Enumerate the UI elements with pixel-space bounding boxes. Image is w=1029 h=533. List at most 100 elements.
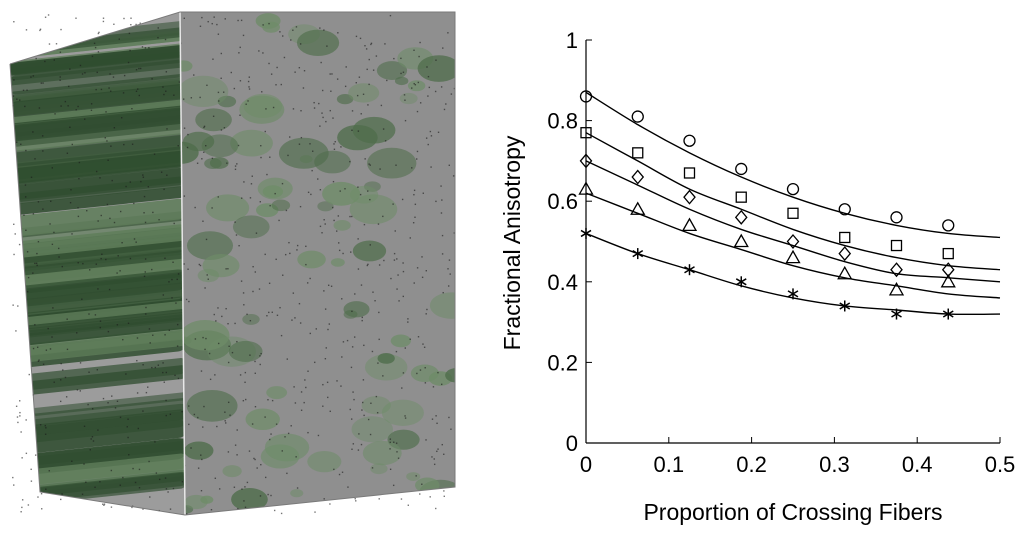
noise-dot: [382, 375, 384, 377]
fiber-end: [370, 463, 388, 475]
noise-dot: [322, 116, 324, 119]
noise-dot: [151, 366, 153, 369]
fiber: [10, 84, 185, 119]
noise-dot: [402, 372, 405, 374]
noise-dot: [317, 434, 320, 437]
noise-dot: [276, 66, 278, 69]
noise-dot: [413, 282, 415, 284]
noise-dot: [300, 136, 303, 139]
noise-dot: [292, 108, 295, 110]
noise-dot: [280, 334, 283, 337]
noise-dot: [145, 306, 147, 309]
noise-dot: [204, 348, 206, 351]
noise-dot: [133, 202, 135, 205]
noise-dot: [17, 305, 19, 307]
noise-dot: [84, 118, 86, 120]
noise-dot: [393, 441, 395, 443]
noise-dot: [276, 314, 279, 317]
noise-dot: [110, 90, 112, 92]
noise-dot: [163, 381, 165, 383]
noise-dot: [36, 346, 39, 348]
noise-dot: [176, 278, 178, 281]
data-point-diamond: [579, 153, 593, 169]
fiber-end: [296, 29, 340, 56]
noise-dot: [295, 456, 297, 458]
noise-dot: [317, 178, 319, 180]
fiber-end: [367, 147, 417, 179]
noise-dot: [177, 144, 179, 147]
noise-dot: [379, 168, 381, 170]
noise-dot: [404, 347, 406, 349]
noise-dot: [260, 145, 262, 147]
noise-dot: [41, 508, 43, 510]
noise-dot: [165, 71, 168, 73]
noise-dot: [377, 223, 380, 225]
noise-dot: [225, 307, 227, 310]
noise-dot: [88, 269, 91, 271]
noise-dot: [270, 73, 273, 75]
noise-dot: [34, 324, 36, 326]
fiber-end: [406, 472, 421, 481]
noise-dot: [244, 486, 246, 488]
noise-dot: [71, 233, 73, 235]
noise-dot: [281, 182, 284, 185]
noise-dot: [239, 114, 241, 116]
noise-dot: [97, 32, 100, 35]
noise-dot: [172, 487, 175, 490]
noise-dot: [367, 190, 369, 192]
noise-dot: [369, 164, 371, 166]
noise-dot: [187, 268, 189, 270]
noise-dot: [450, 428, 452, 430]
y-tick-label: 0: [566, 431, 578, 456]
noise-dot: [38, 359, 40, 361]
data-point-asterisk: [580, 227, 592, 239]
noise-dot: [364, 45, 366, 47]
noise-dot: [419, 493, 421, 495]
noise-dot: [152, 211, 154, 214]
noise-dot: [371, 467, 374, 469]
noise-dot: [103, 503, 106, 505]
noise-dot: [186, 146, 189, 149]
noise-dot: [259, 355, 261, 357]
noise-dot: [249, 319, 252, 322]
noise-dot: [303, 70, 306, 72]
noise-dot: [246, 313, 248, 316]
noise-dot: [353, 398, 355, 401]
noise-dot: [24, 184, 27, 186]
noise-dot: [259, 495, 262, 497]
noise-dot: [83, 425, 86, 427]
noise-dot: [97, 429, 99, 431]
noise-dot: [42, 363, 45, 366]
data-point-square: [787, 207, 799, 219]
noise-dot: [107, 402, 109, 404]
noise-dot: [380, 104, 383, 107]
noise-dot: [245, 398, 247, 401]
noise-dot: [206, 84, 208, 87]
noise-dot: [256, 467, 258, 469]
fit-line-triangle: [585, 192, 1001, 299]
noise-dot: [36, 264, 38, 267]
noise-dot: [224, 18, 226, 20]
noise-dot: [107, 330, 110, 333]
noise-dot: [164, 477, 167, 479]
noise-dot: [286, 472, 288, 475]
noise-dot: [244, 506, 247, 508]
noise-dot: [258, 288, 261, 290]
noise-dot: [327, 284, 330, 286]
noise-dot: [334, 141, 336, 143]
noise-dot: [16, 141, 18, 143]
fiber-end: [361, 396, 391, 415]
noise-dot: [404, 99, 406, 101]
noise-dot: [222, 91, 225, 93]
noise-dot: [393, 259, 396, 261]
noise-dot: [368, 83, 370, 86]
noise-dot: [121, 242, 123, 244]
noise-dot: [393, 252, 396, 255]
noise-dot: [309, 277, 311, 280]
data-point-triangle: [888, 282, 905, 296]
noise-dot: [66, 152, 69, 154]
noise-dot: [152, 334, 154, 336]
y-tick-label: 0.8: [547, 109, 578, 134]
noise-dot: [16, 416, 19, 418]
noise-dot: [144, 221, 147, 224]
